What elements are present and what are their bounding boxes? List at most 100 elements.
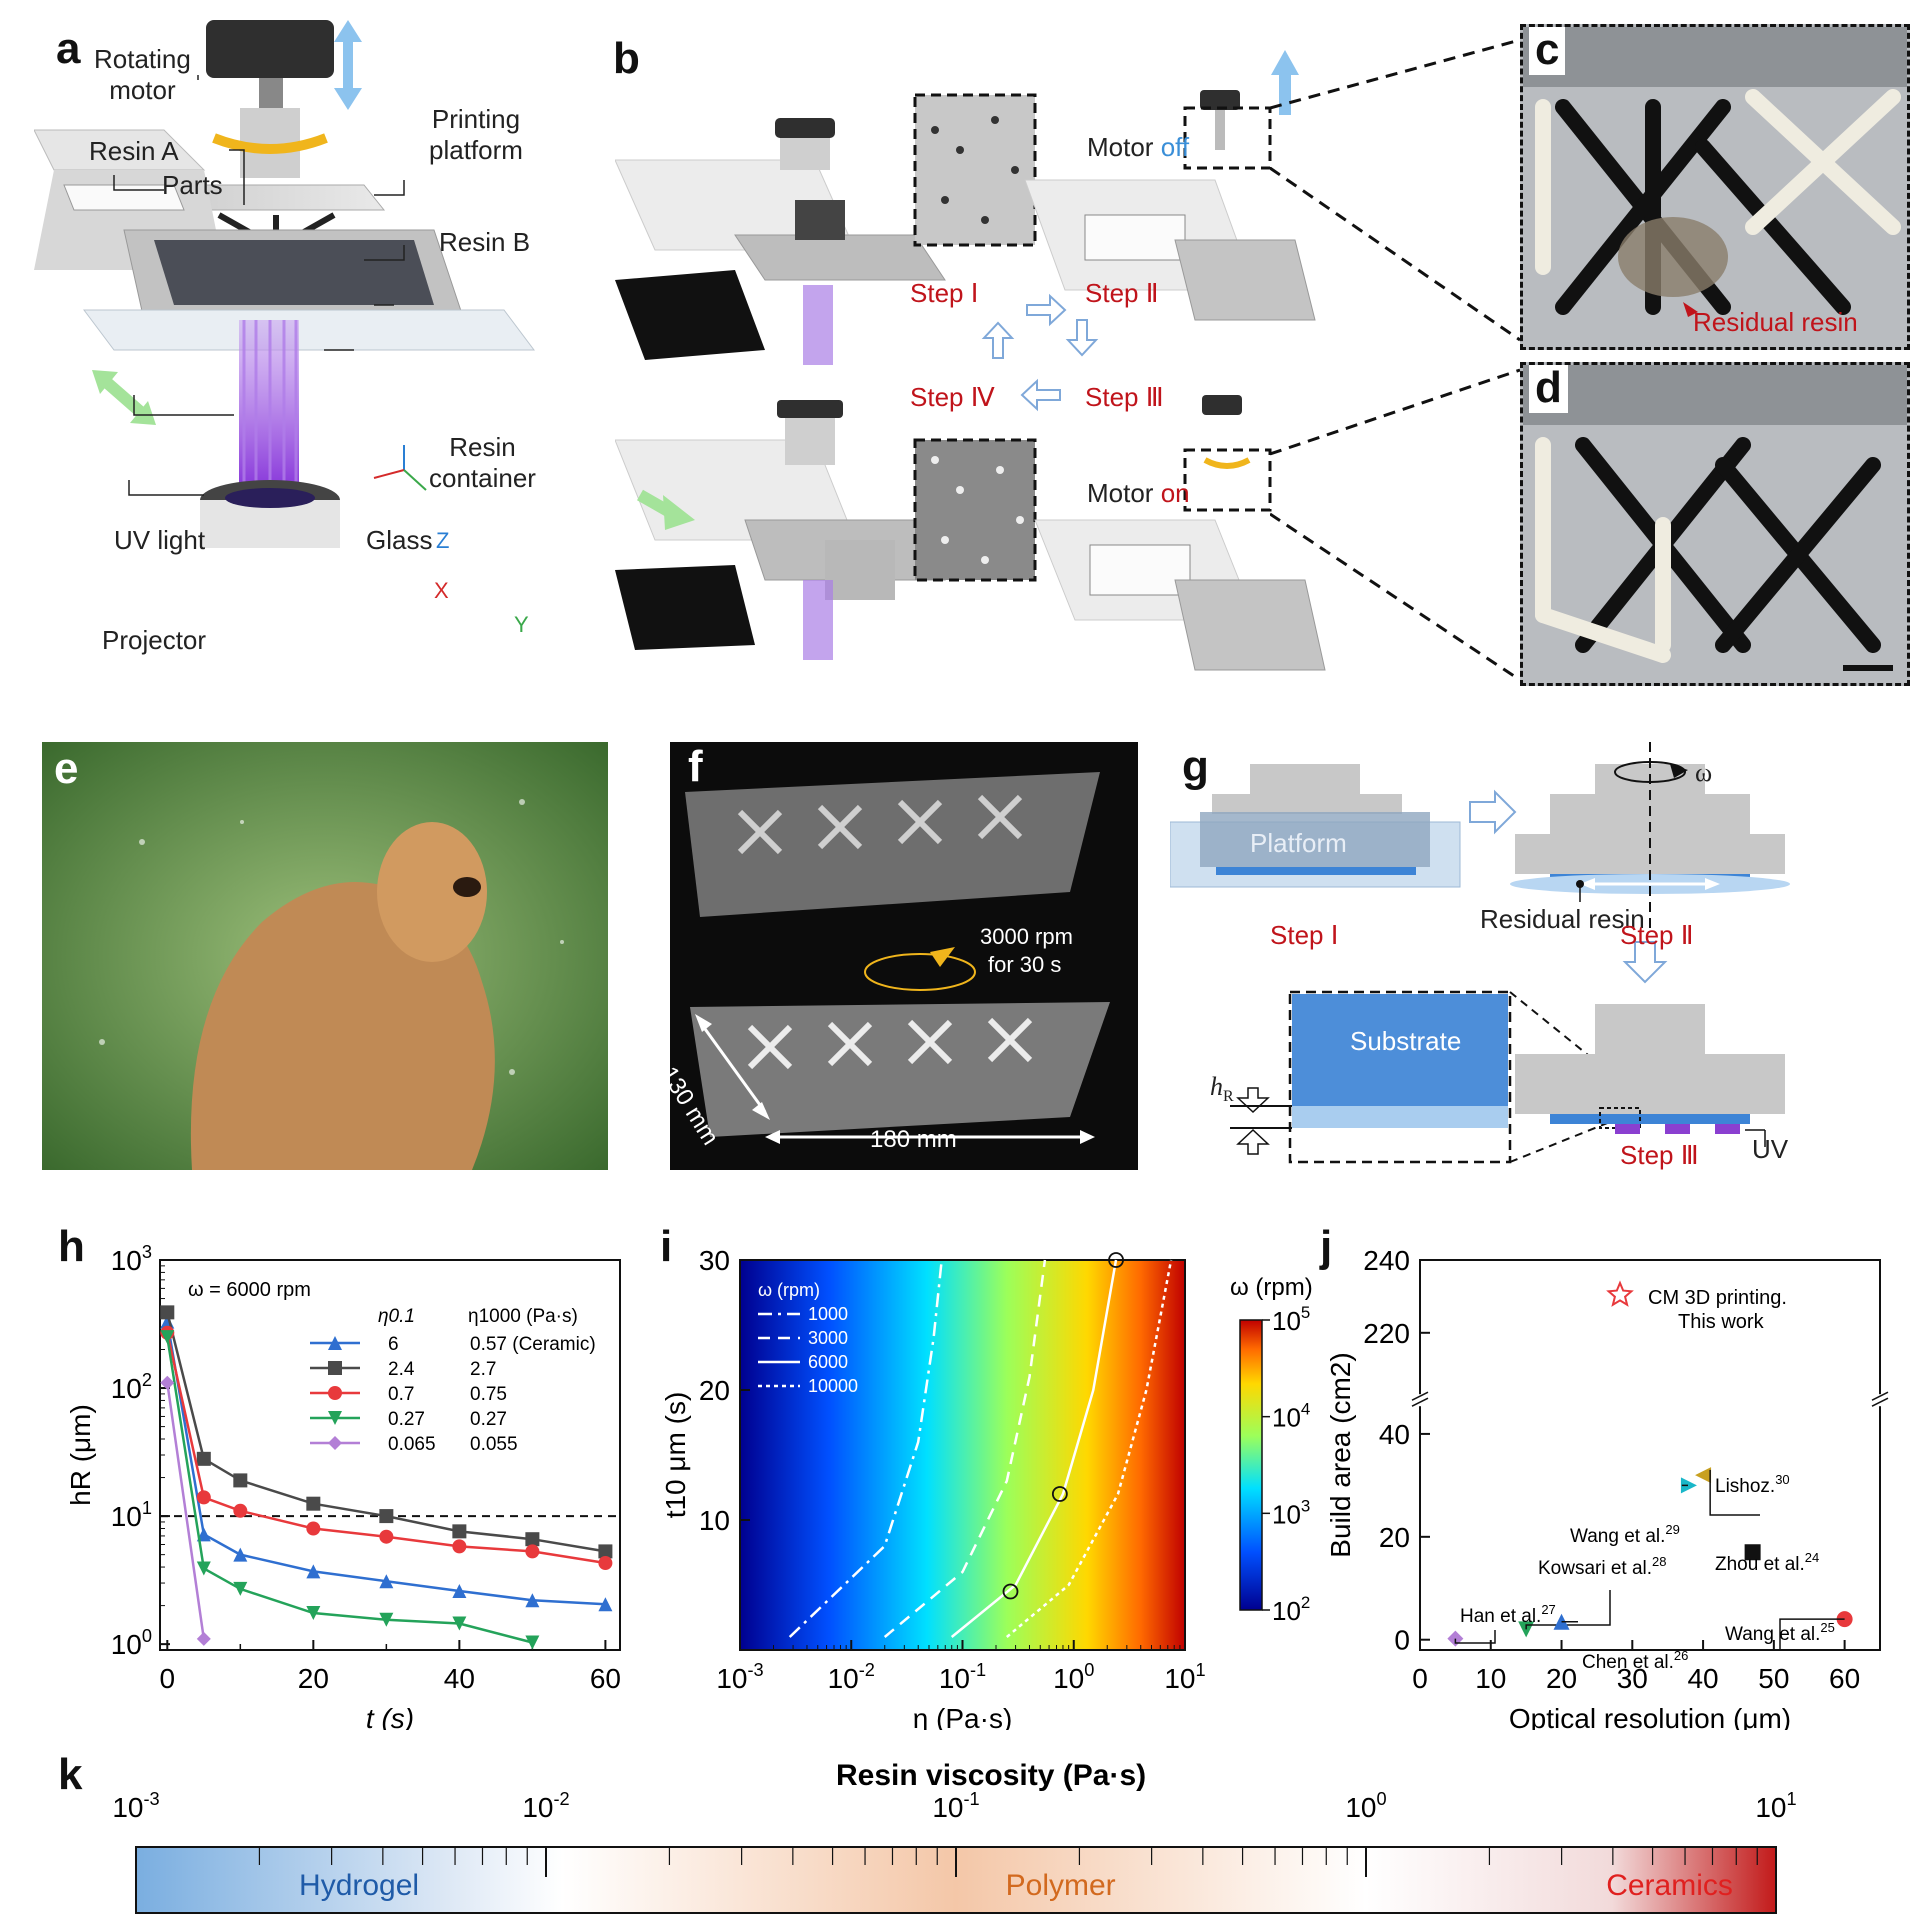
h-legend-header-2: η1000 (Pa·s) bbox=[468, 1306, 578, 1327]
j-axis-break bbox=[1411, 1391, 1429, 1401]
motor-off-text: Motor bbox=[1087, 132, 1161, 162]
h-data-point bbox=[525, 1532, 540, 1547]
h-data-point bbox=[160, 1330, 175, 1345]
label-projector: Projector bbox=[102, 625, 207, 655]
j-plot-frame bbox=[1419, 1259, 1881, 1651]
h-data-point bbox=[160, 1305, 175, 1320]
j-this-work-marker bbox=[1606, 1280, 1634, 1307]
i-colorbar-tick-label: 104 bbox=[1272, 1400, 1310, 1433]
label-printing-platform: Printing platform bbox=[429, 104, 523, 165]
i-contour-line bbox=[883, 1259, 1047, 1638]
j-leader-line bbox=[1779, 1618, 1845, 1650]
i-ylabel: t10 μm (s) bbox=[660, 1392, 691, 1519]
h-ytick-label: 102 bbox=[111, 1370, 152, 1404]
h-legend-eta1000: 0.75 bbox=[470, 1384, 507, 1405]
j-axis-break bbox=[1411, 1397, 1429, 1407]
h-data-point bbox=[233, 1473, 248, 1488]
h-series-line bbox=[166, 1332, 606, 1565]
i-contour-line bbox=[1005, 1259, 1173, 1638]
label-uv-light: UV light bbox=[114, 525, 206, 555]
h-data-point bbox=[598, 1556, 613, 1571]
j-this-work-label-2: This work bbox=[1678, 1311, 1765, 1333]
h-legend-eta01: 0.7 bbox=[388, 1384, 414, 1405]
label-parts: Parts bbox=[162, 170, 223, 200]
residual-resin-label: Residual resin bbox=[1480, 904, 1645, 934]
h-data-point bbox=[452, 1539, 467, 1554]
motor-on-text: Motor bbox=[1087, 478, 1161, 508]
panel-e: e bbox=[42, 742, 608, 1170]
g-step-1: Step Ⅰ bbox=[1270, 920, 1339, 950]
motor-off-label: Motor off bbox=[1087, 132, 1189, 163]
j-data-point bbox=[1695, 1467, 1712, 1484]
dimension-180: 180 mm bbox=[870, 1126, 957, 1153]
h-series-line bbox=[166, 1382, 206, 1640]
i-xtick-label: 100 bbox=[1053, 1660, 1094, 1694]
h-series-line bbox=[166, 1321, 606, 1606]
h-data-point bbox=[452, 1616, 467, 1631]
g-step-2: Step Ⅱ bbox=[1620, 920, 1694, 950]
k-tick-label: 100 bbox=[1345, 1789, 1386, 1823]
h-data-point bbox=[598, 1597, 613, 1612]
h-legend-eta1000: 0.27 bbox=[470, 1409, 507, 1430]
step-2-label: Step Ⅱ bbox=[1085, 278, 1159, 308]
j-ytick-label: 220 bbox=[1363, 1318, 1410, 1349]
j-data-point bbox=[1744, 1544, 1761, 1561]
i-legend-label: 3000 bbox=[808, 1328, 848, 1348]
h-xtick-label: 40 bbox=[444, 1663, 475, 1694]
h-legend-marker bbox=[328, 1436, 342, 1450]
h-data-point bbox=[306, 1521, 321, 1536]
h-data-point bbox=[379, 1574, 394, 1589]
i-xtick-label: 10-3 bbox=[716, 1660, 763, 1694]
spin-text-2: for 30 s bbox=[988, 952, 1062, 977]
h-data-point bbox=[196, 1631, 211, 1646]
motor-off-state: off bbox=[1160, 132, 1190, 162]
chart-h: 0 20 40 60 100 101 102 103 t (s) hR (μm) ω = 6000 … bbox=[65, 1242, 621, 1730]
h-data-point bbox=[379, 1529, 394, 1544]
i-heatmap bbox=[740, 1260, 1185, 1650]
panel-c-photo bbox=[1523, 27, 1907, 317]
j-ytick-label: 240 bbox=[1363, 1245, 1410, 1276]
j-point-label: Wang et al.25 bbox=[1725, 1620, 1835, 1645]
h-data-point bbox=[196, 1451, 211, 1466]
substrate-label: Substrate bbox=[1350, 1026, 1462, 1056]
j-data-point bbox=[1553, 1613, 1570, 1630]
label-resin-container: Resin container bbox=[429, 432, 536, 493]
motor-on-state: on bbox=[1160, 478, 1190, 508]
h-xtick-label: 20 bbox=[298, 1663, 329, 1694]
panel-b: b Motor off Motor on Step Ⅰ Step Ⅱ Step … bbox=[613, 20, 1330, 685]
j-point-label: Zhou et al.24 bbox=[1715, 1550, 1819, 1575]
k-tick-label: 10-2 bbox=[522, 1789, 569, 1823]
j-xtick-label: 10 bbox=[1475, 1663, 1506, 1694]
j-axis-break bbox=[1871, 1397, 1889, 1407]
i-legend-label: 10000 bbox=[808, 1376, 858, 1396]
j-xlabel: Optical resolution (μm) bbox=[1509, 1703, 1791, 1730]
h-data-point bbox=[452, 1524, 467, 1539]
panel-g: g Platform ω Residual resin Step Ⅰ Step … bbox=[1169, 742, 1910, 1172]
h-ylabel: hR (μm) bbox=[65, 1404, 96, 1506]
hr-text: h bbox=[1210, 1072, 1223, 1101]
j-xtick-label: 0 bbox=[1412, 1663, 1428, 1694]
panel-i-letter: i bbox=[660, 1222, 673, 1271]
h-data-point bbox=[379, 1612, 394, 1627]
j-data-point bbox=[1680, 1477, 1697, 1494]
h-legend-eta01: 2.4 bbox=[388, 1359, 415, 1380]
panel-c: c Residual resin bbox=[1520, 24, 1910, 350]
i-colorbar-label: ω (rpm) bbox=[1230, 1274, 1313, 1301]
h-data-point bbox=[598, 1544, 613, 1559]
j-xtick-label: 60 bbox=[1829, 1663, 1860, 1694]
i-xtick-label: 10-1 bbox=[939, 1660, 986, 1694]
h-ytick-label: 101 bbox=[111, 1498, 152, 1532]
h-ytick-label: 100 bbox=[111, 1626, 152, 1660]
panel-e-letter: e bbox=[54, 744, 79, 793]
i-xtick-label: 101 bbox=[1164, 1660, 1205, 1694]
j-point-label: Chen et al.26 bbox=[1582, 1648, 1688, 1673]
hr-sub: R bbox=[1223, 1088, 1234, 1106]
i-legend-label: 6000 bbox=[808, 1352, 848, 1372]
panel-f: f 3000 rpm for 30 s 130 mm 180 mm bbox=[670, 742, 1138, 1170]
panel-d-letter: d bbox=[1529, 365, 1568, 413]
label-resin-b: Resin B bbox=[439, 227, 531, 257]
chart-k: Resin viscosity (Pa·s) 10-3 10-2 10-1 100 101… bbox=[112, 1759, 1797, 1914]
j-xtick-label: 50 bbox=[1758, 1663, 1789, 1694]
label-resin-a: Resin A bbox=[89, 136, 179, 166]
panel-h-letter: h bbox=[58, 1222, 85, 1271]
